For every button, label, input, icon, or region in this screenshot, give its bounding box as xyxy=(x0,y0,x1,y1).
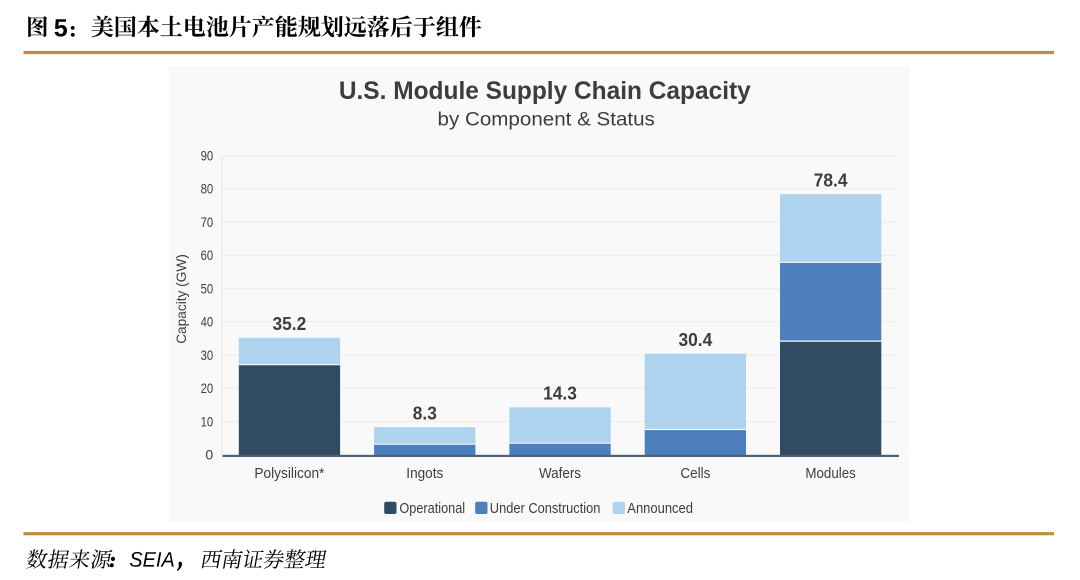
svg-text:Under Construction: Under Construction xyxy=(490,501,601,517)
svg-text:8.3: 8.3 xyxy=(413,402,437,423)
svg-text:Announced: Announced xyxy=(627,501,693,517)
svg-text:80: 80 xyxy=(201,181,214,197)
svg-text:Wafers: Wafers xyxy=(539,466,581,482)
svg-text:50: 50 xyxy=(201,281,214,297)
svg-text:Modules: Modules xyxy=(805,466,856,482)
svg-text:70: 70 xyxy=(201,214,214,230)
svg-text:by Component & Status: by Component & Status xyxy=(438,109,655,130)
svg-text:Polysilicon*: Polysilicon* xyxy=(254,466,324,482)
svg-text:14.3: 14.3 xyxy=(543,382,577,403)
svg-text:78.4: 78.4 xyxy=(814,169,848,190)
svg-text:0: 0 xyxy=(205,447,213,463)
svg-text:40: 40 xyxy=(201,314,214,330)
svg-text:Operational: Operational xyxy=(399,501,465,517)
svg-text:30: 30 xyxy=(201,347,214,363)
svg-text:60: 60 xyxy=(201,247,214,263)
svg-text:U.S. Module Supply Chain Capac: U.S. Module Supply Chain Capacity xyxy=(339,77,751,105)
svg-text:90: 90 xyxy=(201,148,214,164)
svg-text:30.4: 30.4 xyxy=(679,329,713,350)
svg-text:Cells: Cells xyxy=(680,466,710,482)
svg-text:35.2: 35.2 xyxy=(273,313,307,334)
svg-text:10: 10 xyxy=(201,414,214,430)
svg-text:Ingots: Ingots xyxy=(406,466,443,482)
svg-text:20: 20 xyxy=(201,380,214,396)
svg-text:Capacity (GW): Capacity (GW) xyxy=(173,254,189,344)
